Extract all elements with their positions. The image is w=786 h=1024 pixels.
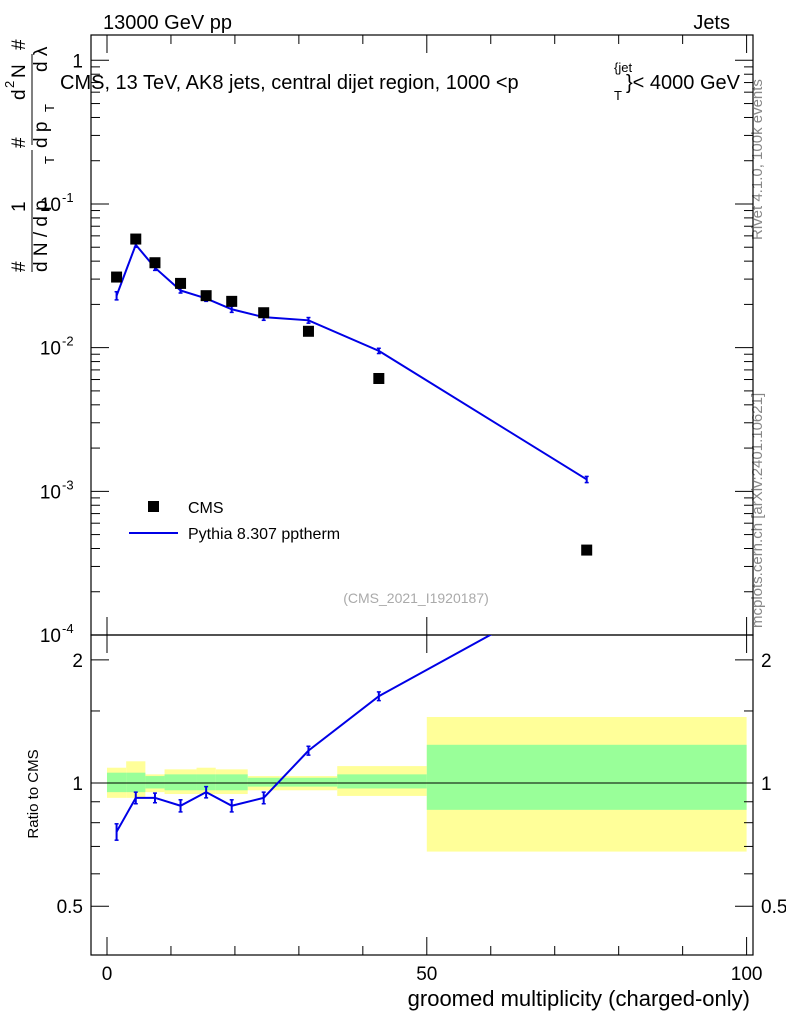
upper-tick-exp-2: -2: [62, 334, 74, 349]
cms-data-point-6: [258, 307, 270, 319]
band-inner-4: [196, 774, 216, 791]
x-tick-label-2: 100: [731, 964, 763, 985]
band-inner-6: [247, 777, 280, 787]
cms-data-point-3: [175, 277, 187, 289]
upper-tick-exp-1: -1: [62, 190, 74, 205]
upper-tick-label-3: 10: [40, 482, 61, 503]
header-left: 13000 GeV pp: [103, 12, 232, 34]
cms-data-point-1: [130, 233, 142, 245]
upper-tick-exp-4: -4: [62, 621, 74, 636]
cms-data-point-9: [581, 544, 593, 556]
band-inner-1: [126, 772, 146, 793]
ylabel-dn-sub: T: [42, 156, 57, 164]
ylabel-hash-2: #: [9, 137, 30, 148]
band-inner-7: [279, 777, 338, 787]
cms-data-point-5: [226, 295, 238, 307]
mc-ratio-series: [114, 635, 493, 841]
ylabel-dpt2-sub: T: [42, 104, 57, 112]
cms-data-point-4: [200, 290, 212, 302]
legend-data-label: CMS: [188, 500, 224, 517]
legend: CMS Pythia 8.307 pptherm: [129, 500, 340, 543]
lower-y-ticks: 0.5 0.5 1 1 2 2: [57, 651, 786, 918]
ylabel-numerator-1: 1: [9, 201, 30, 212]
main-title-sup: {jet: [614, 60, 632, 75]
lower-tick-label-left-0: 0.5: [57, 897, 83, 918]
upper-tick-label-4: 10: [40, 626, 61, 647]
upper-y-axis-label: 1 d N / d p T # d p T # d 2 N d λ #: [2, 39, 57, 272]
cms-data-point-0: [111, 271, 123, 283]
header-right: Jets: [693, 12, 730, 34]
ylabel-d2: d: [9, 89, 30, 100]
cms-data-point-8: [373, 372, 385, 384]
upper-tick-exp-3: -3: [62, 477, 74, 492]
lower-tick-label-right-2: 2: [761, 651, 772, 672]
band-inner-2: [145, 776, 165, 789]
upper-tick-label-0: 1: [72, 51, 83, 72]
band-inner-9: [426, 744, 747, 810]
upper-tick-label-1: 10: [40, 195, 61, 216]
cms-data-point-7: [302, 325, 314, 337]
ylabel-dpt-2: d p: [31, 122, 52, 148]
ylabel-dn-dpt: d N / d p: [31, 200, 52, 272]
x-tick-label-0: 0: [102, 964, 113, 985]
main-title-text: CMS, 13 TeV, AK8 jets, central dijet reg…: [60, 72, 519, 94]
ylabel-sq: 2: [2, 81, 17, 88]
band-inner-3: [164, 774, 197, 791]
main-title-end: }< 4000 GeV: [626, 72, 741, 94]
upper-y-ticks: 110-110-210-310-4: [40, 51, 753, 647]
ratio-uncertainty-bands: [106, 716, 747, 852]
cms-data-point-2: [149, 257, 161, 269]
cms-data-series: [111, 233, 593, 556]
mc-upper-line: [115, 242, 588, 481]
upper-frame: [90, 34, 754, 636]
legend-mc-label: Pythia 8.307 pptherm: [188, 526, 340, 543]
ylabel-N: N: [9, 64, 30, 78]
lower-tick-label-right-0: 0.5: [761, 897, 786, 918]
lower-tick-label-left-1: 1: [72, 774, 83, 795]
lower-frame: [90, 634, 754, 956]
ylabel-hash-1: #: [9, 261, 30, 272]
band-inner-8: [337, 774, 427, 789]
ylabel-hash-3: #: [9, 39, 30, 50]
mcplots-label: mcplots.cern.ch [arXiv:2401.10621]: [749, 393, 766, 628]
upper-tick-label-2: 10: [40, 339, 61, 360]
x-tick-label-1: 50: [416, 964, 437, 985]
band-inner-0: [106, 772, 127, 793]
ylabel-dlambda: d λ: [31, 46, 52, 72]
mc-ratio-line: [115, 635, 493, 833]
x-ticks: 0 50 100: [102, 35, 763, 985]
ylabel-denominator: d N / d p: [31, 200, 52, 272]
lower-tick-label-left-2: 2: [72, 651, 83, 672]
lower-tick-label-right-1: 1: [761, 774, 772, 795]
x-axis-label: groomed multiplicity (charged-only): [408, 986, 750, 1011]
main-title: CMS, 13 TeV, AK8 jets, central dijet reg…: [60, 72, 519, 94]
band-inner-5: [215, 774, 248, 791]
legend-data-marker: [148, 501, 159, 512]
main-title-sub: T: [614, 88, 622, 103]
analysis-id: (CMS_2021_I1920187): [343, 590, 489, 606]
lower-y-axis-label: Ratio to CMS: [25, 749, 42, 838]
